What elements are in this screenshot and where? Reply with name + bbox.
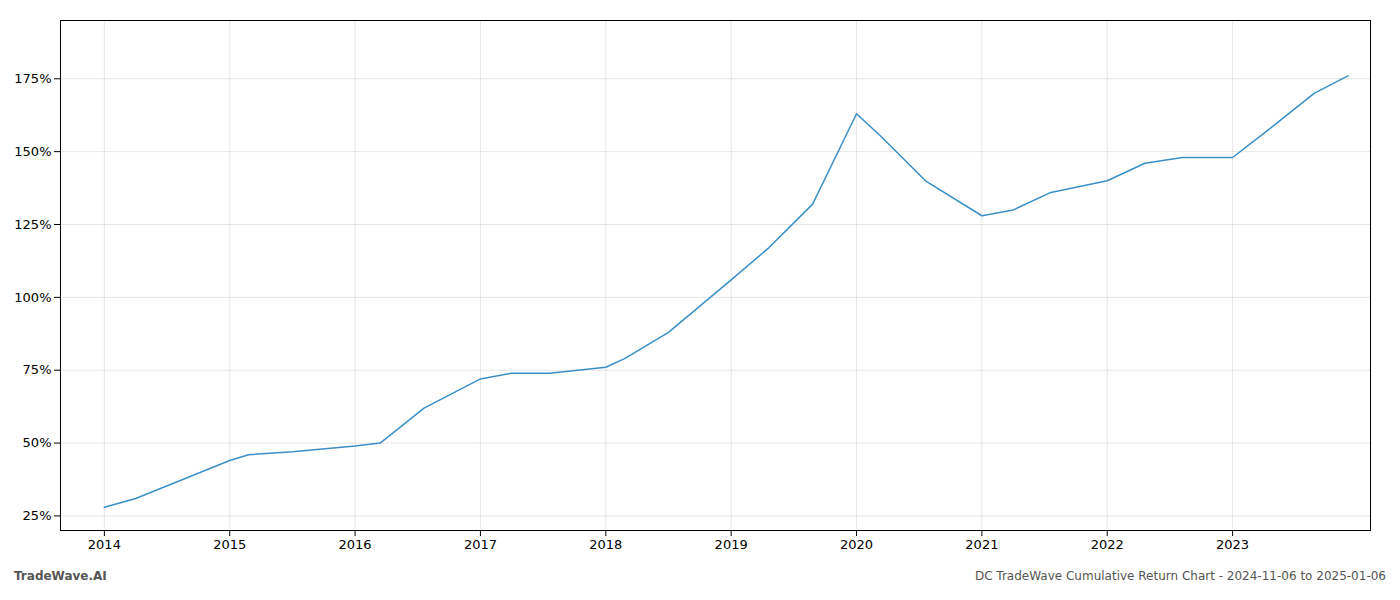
html-text:TradeWave.AI: TradeWave.AI bbox=[14, 569, 107, 583]
svg-text:2017: 2017 bbox=[464, 537, 497, 552]
svg-text:2014: 2014 bbox=[88, 537, 121, 552]
svg-text:2023: 2023 bbox=[1216, 537, 1249, 552]
svg-text:150%: 150% bbox=[14, 144, 51, 159]
svg-text:2020: 2020 bbox=[840, 537, 873, 552]
svg-text:175%: 175% bbox=[14, 71, 51, 86]
svg-text:2018: 2018 bbox=[589, 537, 622, 552]
svg-text:100%: 100% bbox=[14, 290, 51, 305]
svg-text:2019: 2019 bbox=[715, 537, 748, 552]
html-text:DC TradeWave Cumulative Return: DC TradeWave Cumulative Return Chart - 2… bbox=[974, 569, 1386, 583]
svg-text:2016: 2016 bbox=[339, 537, 372, 552]
svg-text:25%: 25% bbox=[23, 508, 52, 523]
svg-text:50%: 50% bbox=[23, 435, 52, 450]
svg-text:2021: 2021 bbox=[965, 537, 998, 552]
svg-text:2022: 2022 bbox=[1091, 537, 1124, 552]
svg-text:2015: 2015 bbox=[213, 537, 246, 552]
svg-text:75%: 75% bbox=[23, 362, 52, 377]
svg-text:125%: 125% bbox=[14, 217, 51, 232]
